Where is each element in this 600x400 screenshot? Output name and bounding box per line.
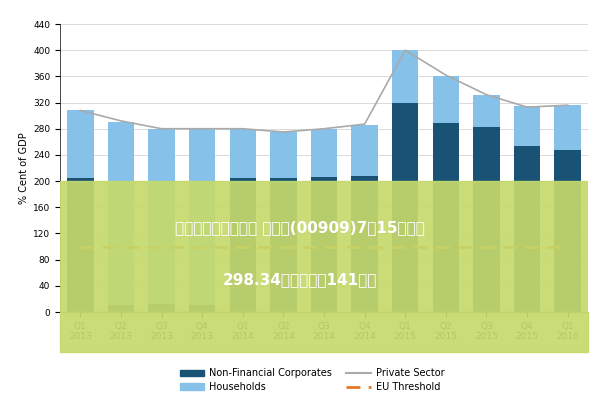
Bar	[60, 181, 588, 312]
Bar	[189, 129, 215, 306]
Bar	[473, 127, 500, 312]
Bar	[554, 105, 581, 150]
Bar	[352, 176, 378, 312]
Bar	[230, 129, 256, 178]
Bar	[108, 122, 134, 306]
Y-axis label: % Cent of GDP: % Cent of GDP	[19, 132, 29, 204]
Bar	[554, 150, 581, 312]
Text: 298.34万港元回购141万股: 298.34万港元回购141万股	[223, 272, 377, 288]
Bar	[514, 146, 540, 312]
Bar	[514, 106, 540, 146]
Bar	[392, 50, 418, 102]
Bar	[270, 132, 296, 178]
Bar	[270, 178, 296, 312]
Bar	[148, 304, 175, 312]
Bar	[189, 306, 215, 312]
Bar	[392, 102, 418, 312]
Bar	[148, 129, 175, 304]
Bar	[311, 176, 337, 312]
Bar	[311, 129, 337, 176]
Bar	[108, 306, 134, 312]
Bar	[433, 76, 459, 124]
Text: 股票配资公司怎么样 明源云(00909)7月15日斥资: 股票配资公司怎么样 明源云(00909)7月15日斥资	[175, 220, 425, 236]
Bar	[67, 110, 94, 178]
Bar	[473, 95, 500, 127]
Bar	[433, 124, 459, 312]
Bar	[352, 125, 378, 176]
Bar	[230, 178, 256, 312]
Legend: Non-Financial Corporates, Households, Private Sector, EU Threshold: Non-Financial Corporates, Households, Pr…	[177, 366, 447, 395]
Bar	[67, 178, 94, 312]
